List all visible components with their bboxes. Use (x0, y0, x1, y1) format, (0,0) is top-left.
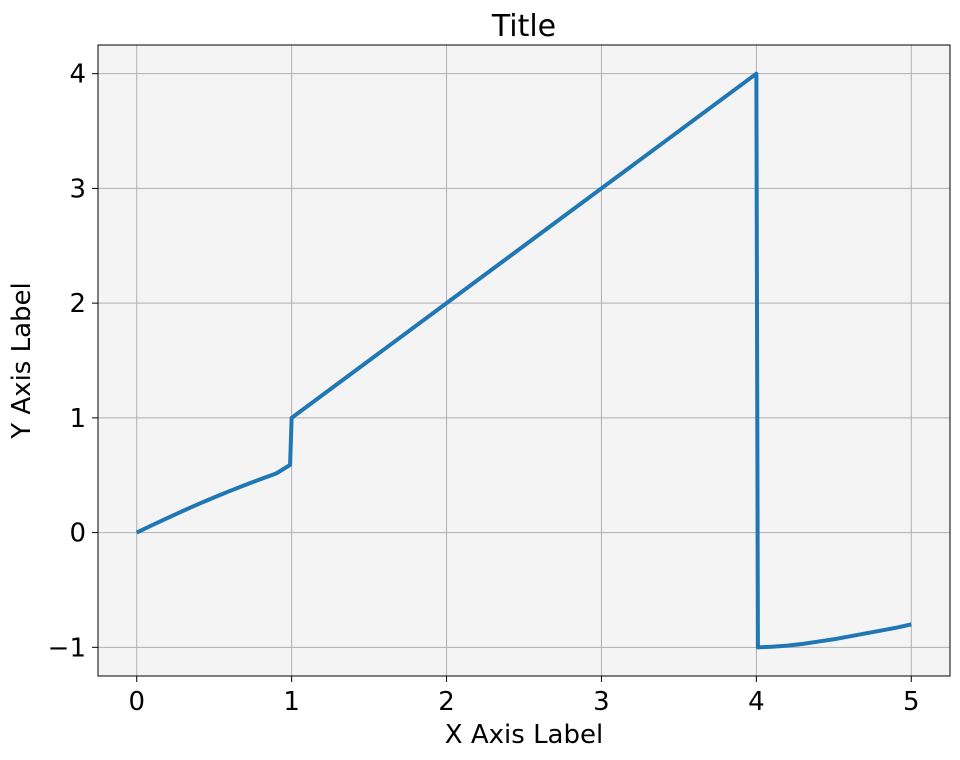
x-tick-label: 2 (438, 687, 455, 717)
plot-frame (97, 44, 951, 677)
x-tick-label: 5 (903, 687, 920, 717)
plot-area (98, 45, 950, 676)
x-tick-label: 3 (593, 687, 610, 717)
y-tick-label: 0 (69, 519, 86, 549)
series-group (135, 71, 912, 650)
y-tick-label: −1 (48, 633, 86, 663)
y-tick-label: 4 (69, 60, 86, 90)
y-tick-label: 2 (69, 289, 86, 319)
y-tick-label: 1 (69, 404, 86, 434)
y-tick-label: 3 (69, 174, 86, 204)
series-line (135, 71, 912, 650)
x-tick-label: 0 (128, 687, 145, 717)
axis-ticks: 0 1 2 3 4 5 −1 0 1 2 3 4 (48, 60, 920, 717)
x-tick-label: 4 (748, 687, 765, 717)
chart-title: Title (491, 9, 556, 44)
x-axis-label: X Axis Label (445, 720, 603, 750)
y-axis-label: Y Axis Label (7, 282, 37, 440)
x-tick-label: 1 (283, 687, 300, 717)
